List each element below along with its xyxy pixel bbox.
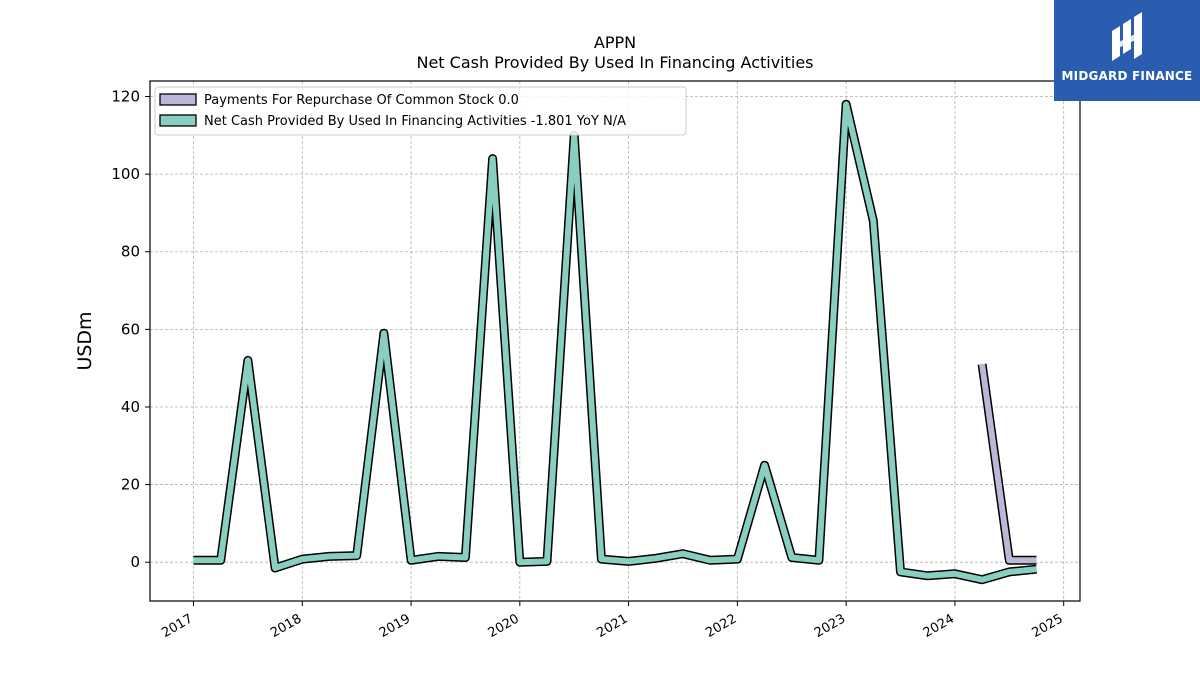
x-tick-label: 2025 — [1030, 611, 1066, 641]
logo-text: MIDGARD FINANCE — [1061, 69, 1193, 83]
legend-label-repurchase: Payments For Repurchase Of Common Stock … — [204, 93, 519, 108]
y-tick-label: 100 — [111, 165, 140, 183]
x-tick-label: 2020 — [486, 611, 522, 641]
series-line-outline — [977, 363, 1037, 565]
y-tick-label: 20 — [121, 476, 140, 494]
x-tick-label: 2023 — [812, 611, 848, 641]
x-tick-label: 2017 — [159, 611, 195, 641]
series-repurchase — [977, 363, 1037, 565]
midgard-logo-icon — [1112, 12, 1142, 61]
grid-lines — [150, 81, 1080, 601]
x-tick-label: 2021 — [594, 611, 630, 641]
chart-title: APPN — [594, 33, 636, 52]
y-tick-label: 60 — [121, 320, 140, 338]
legend: Payments For Repurchase Of Common Stock … — [154, 86, 687, 136]
y-tick-label: 40 — [121, 398, 140, 416]
y-axis-label: USDm — [74, 311, 96, 370]
legend-swatch-repurchase — [159, 93, 197, 106]
legend-label-financing: Net Cash Provided By Used In Financing A… — [204, 114, 626, 129]
series-line-outline — [193, 99, 1037, 585]
series-financing — [193, 99, 1037, 585]
x-tick-label: 2018 — [268, 611, 304, 641]
legend-swatch-financing — [159, 114, 197, 127]
x-tick-label: 2024 — [921, 611, 957, 641]
x-tick-label: 2022 — [703, 611, 739, 641]
series-layer — [193, 99, 1037, 585]
series-line — [979, 363, 1037, 564]
x-tick-label: 2019 — [377, 611, 413, 641]
y-tick-label: 80 — [121, 243, 140, 261]
brand-logo: MIDGARD FINANCE — [1054, 0, 1200, 101]
legend-box — [154, 86, 687, 136]
y-tick-label: 120 — [111, 88, 140, 106]
x-axis: 2017 2018 2019 2020 2021 2022 2023 2024 2025 — [159, 601, 1066, 641]
plot-frame — [149, 80, 1081, 602]
series-line — [193, 101, 1037, 583]
chart-subtitle: Net Cash Provided By Used In Financing A… — [416, 53, 813, 72]
y-axis: 0 20 40 60 80 100 120 — [111, 88, 150, 571]
y-tick-label: 0 — [130, 553, 140, 571]
